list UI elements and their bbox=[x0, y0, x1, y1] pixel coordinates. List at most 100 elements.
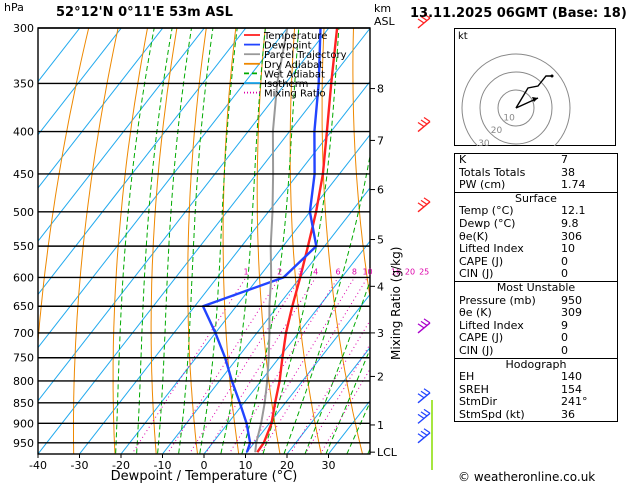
legend-label: Dry Adiabat bbox=[264, 60, 323, 71]
surface-label: Temp (°C) bbox=[459, 204, 514, 218]
wind-barb-flag bbox=[423, 388, 431, 394]
mixing-ratio-label: 25 bbox=[419, 267, 429, 276]
most-unstable-value: 0 bbox=[561, 343, 568, 357]
most-unstable-row: CIN (J) 0 bbox=[455, 343, 617, 358]
km-tick-label: LCL bbox=[377, 446, 398, 459]
pressure-tick-label: 450 bbox=[13, 168, 34, 181]
isotherm-line bbox=[38, 28, 330, 402]
mixing-ratio-line bbox=[188, 277, 301, 454]
index-value: 1.74 bbox=[561, 178, 586, 192]
pressure-tick-label: 600 bbox=[13, 271, 34, 284]
most-unstable-row: Pressure (mb) 950 bbox=[455, 294, 617, 308]
dry-adiabat-line bbox=[150, 28, 178, 454]
hodograph-row: StmDir 241° bbox=[455, 396, 617, 409]
wind-barb-flag bbox=[423, 408, 431, 414]
isotherm-line bbox=[369, 453, 370, 454]
wind-barb-flag bbox=[417, 18, 425, 24]
mixing-ratio-label: 20 bbox=[405, 267, 415, 276]
hodograph-row: SREH 154 bbox=[455, 383, 617, 397]
surface-section: Surface Temp (°C) 12.1 Dewp (°C) 9.8 θe(K) 30… bbox=[455, 191, 617, 281]
x-tick-label: -20 bbox=[112, 459, 130, 472]
mixing-ratio-label: 10 bbox=[362, 267, 372, 276]
hodograph-trace bbox=[515, 75, 552, 109]
hodograph-ring-label: 10 bbox=[503, 114, 515, 124]
wet-adiabat-line bbox=[156, 28, 193, 454]
surface-value: 12.1 bbox=[561, 204, 586, 218]
wind-barb-flag bbox=[420, 430, 428, 436]
isotherm-line bbox=[161, 187, 370, 454]
hodograph-end-point bbox=[550, 74, 554, 78]
surface-value: 0 bbox=[561, 267, 568, 281]
wind-barb-flag bbox=[417, 202, 425, 208]
pressure-tick-label: 400 bbox=[13, 126, 34, 139]
mixing-ratio-label: 1 bbox=[243, 267, 248, 276]
mixing-ratio-line bbox=[304, 343, 370, 454]
wind-barb-flag bbox=[423, 318, 431, 324]
index-value: 7 bbox=[561, 153, 568, 166]
wind-barb-flag bbox=[423, 197, 431, 203]
index-label: PW (cm) bbox=[459, 178, 506, 192]
hodograph-label: StmSpd (kt) bbox=[459, 407, 525, 421]
wind-barb-flag bbox=[420, 16, 428, 21]
mixing-ratio-line bbox=[289, 319, 370, 454]
wet-adiabat-line bbox=[346, 401, 370, 454]
dry-adiabat-line bbox=[73, 28, 119, 454]
km-tick-label: 5 bbox=[377, 234, 384, 247]
asl-label: ASL bbox=[374, 15, 396, 28]
x-axis-label: Dewpoint / Temperature (°C) bbox=[111, 469, 298, 484]
pressure-tick-label: 500 bbox=[13, 206, 34, 219]
index-label: Totals Totals bbox=[459, 165, 526, 179]
surface-value: 306 bbox=[561, 229, 582, 243]
wet-adiabat-line bbox=[283, 152, 370, 454]
km-tick-label: 2 bbox=[377, 370, 384, 383]
hodograph-row: EH 140 bbox=[455, 370, 617, 384]
most-unstable-label: θe (K) bbox=[459, 306, 492, 320]
legend-label: Wet Adiabat bbox=[264, 69, 325, 80]
legend-label: Dewpoint bbox=[264, 41, 312, 52]
dry-adiabat-line bbox=[187, 28, 207, 454]
dry-adiabat-line bbox=[352, 28, 370, 301]
surface-label: Dewp (°C) bbox=[459, 216, 516, 230]
most-unstable-title: Most Unstable bbox=[496, 280, 576, 294]
surface-row: CAPE (J) 0 bbox=[455, 254, 617, 269]
pressure-tick-label: 350 bbox=[13, 77, 34, 90]
wet-adiabat-line bbox=[241, 28, 300, 454]
wet-adiabat-line bbox=[199, 28, 238, 454]
most-unstable-row: Lifted Index 9 bbox=[455, 318, 617, 333]
km-tick-label: 7 bbox=[377, 134, 384, 147]
surface-value: 10 bbox=[561, 242, 575, 256]
most-unstable-label: Lifted Index bbox=[459, 318, 524, 332]
station-location: 52°12'N 0°11'E 53m ASL bbox=[56, 5, 233, 20]
pressure-tick-label: 700 bbox=[13, 327, 34, 340]
isotherm-line bbox=[286, 346, 370, 454]
x-tick-label: 30 bbox=[322, 459, 336, 472]
km-tick-label: 4 bbox=[377, 280, 384, 293]
pressure-tick-label: 950 bbox=[13, 437, 34, 450]
surface-label: Lifted Index bbox=[459, 242, 524, 256]
km-tick-label: 1 bbox=[377, 419, 384, 432]
pressure-tick-label: 850 bbox=[13, 397, 34, 410]
hodograph-row: StmSpd (kt) 36 bbox=[455, 407, 617, 422]
index-value: 38 bbox=[561, 165, 575, 179]
isotherm-line bbox=[120, 133, 370, 454]
index-label: K bbox=[459, 153, 467, 166]
hodograph-value: 36 bbox=[561, 407, 575, 421]
pressure-tick-label: 900 bbox=[13, 417, 34, 430]
km-tick-label: 3 bbox=[377, 327, 384, 340]
mixing-ratio-label: 6 bbox=[336, 267, 341, 276]
hodograph-value: 241° bbox=[561, 395, 588, 409]
surface-label: CAPE (J) bbox=[459, 254, 504, 268]
isotherm-line bbox=[203, 240, 370, 454]
wind-barb-flag bbox=[423, 428, 431, 434]
most-unstable-section: Most Unstable Pressure (mb) 950 θe (K) 309 L… bbox=[455, 280, 617, 358]
surface-value: 0 bbox=[561, 254, 568, 268]
wind-barb-flag bbox=[417, 122, 425, 128]
hodograph-title: Hodograph bbox=[505, 357, 567, 371]
index-row: Totals Totals 38 bbox=[455, 165, 617, 180]
surface-row: Dewp (°C) 9.8 bbox=[455, 216, 617, 231]
surface-label: CIN (J) bbox=[459, 267, 494, 281]
hodograph-unit: kt bbox=[458, 31, 468, 42]
most-unstable-row: CAPE (J) 0 bbox=[455, 332, 617, 345]
most-unstable-value: 0 bbox=[561, 331, 568, 345]
hodograph-ring-label: 20 bbox=[491, 126, 503, 136]
